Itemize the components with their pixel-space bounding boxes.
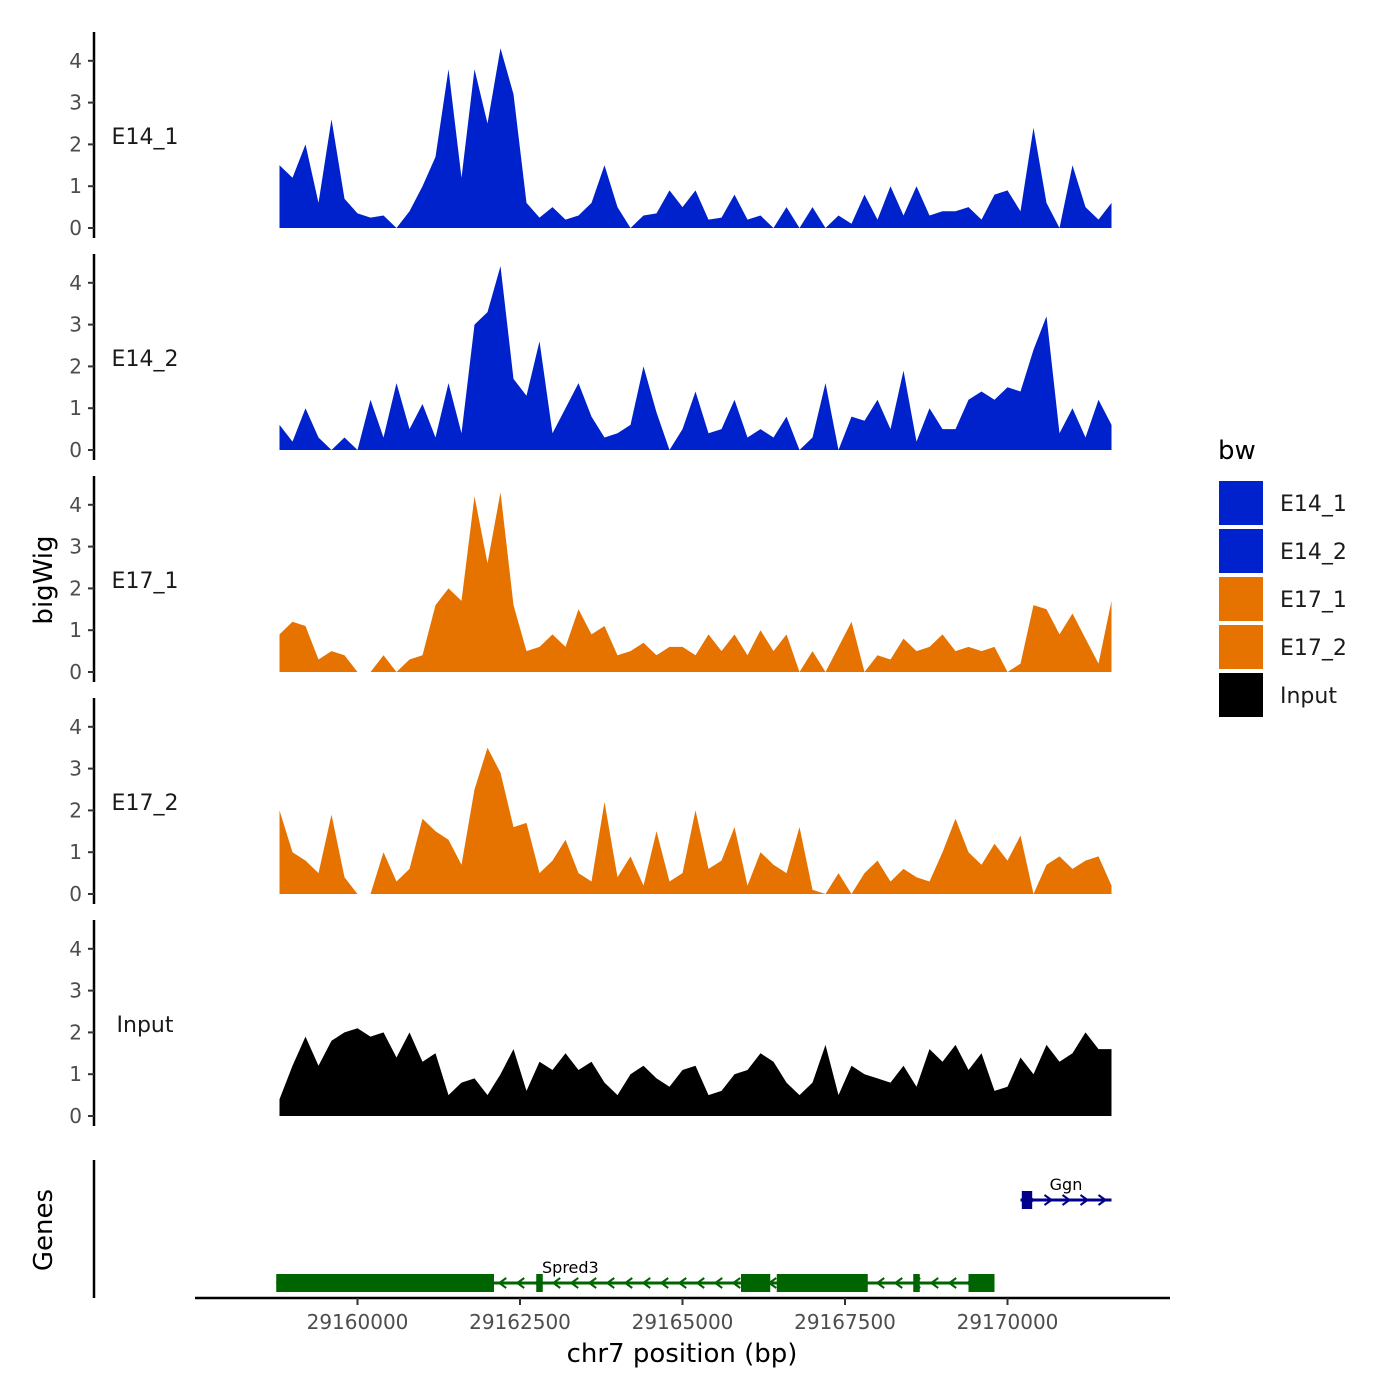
y-tick-label-input-1: 1 (69, 1062, 82, 1086)
legend-label-e14_2: E14_2 (1280, 540, 1347, 565)
strand-arrow-spred3 (623, 1277, 633, 1289)
strand-arrow-spred3 (893, 1277, 903, 1289)
y-axis-title: bigWig (29, 535, 59, 624)
legend-swatch-e14_2 (1219, 529, 1263, 573)
y-tick-label-e17_2-2: 2 (69, 798, 82, 822)
strand-arrow-spred3 (605, 1277, 615, 1289)
strand-arrow-spred3 (551, 1277, 561, 1289)
strand-arrow-ggn (1043, 1194, 1054, 1206)
x-tick-label-29167500: 29167500 (794, 1310, 896, 1334)
y-tick-label-e14_2-0: 0 (69, 438, 82, 462)
y-tick-label-e14_2-4: 4 (69, 271, 82, 295)
strand-arrow-spred3 (713, 1277, 723, 1289)
strand-arrow-spred3 (497, 1277, 507, 1289)
exon-spred3-2 (536, 1274, 543, 1292)
strand-arrow-ggn (1097, 1194, 1108, 1206)
strand-arrow-spred3 (875, 1277, 885, 1289)
y-tick-label-e14_2-1: 1 (69, 396, 82, 420)
y-tick-label-e17_1-0: 0 (69, 660, 82, 684)
strand-arrow-spred3 (929, 1277, 939, 1289)
gene-label-ggn: Ggn (1050, 1175, 1083, 1194)
exon-spred3-5 (913, 1274, 920, 1292)
coverage-area-e14_1 (279, 48, 1112, 228)
legend-swatch-e17_2 (1219, 625, 1263, 669)
legend-label-e17_2: E17_2 (1280, 636, 1347, 661)
strand-arrow-spred3 (677, 1277, 687, 1289)
strand-arrow-ggn (1061, 1194, 1072, 1206)
legend-label-e14_1: E14_1 (1280, 492, 1347, 517)
strand-arrow-spred3 (569, 1277, 579, 1289)
strand-arrow-spred3 (947, 1277, 957, 1289)
legend-label-e17_1: E17_1 (1280, 588, 1347, 613)
strand-arrow-spred3 (659, 1277, 669, 1289)
coverage-area-input (279, 1028, 1112, 1116)
y-tick-label-e14_1-1: 1 (69, 174, 82, 198)
y-tick-label-e17_2-1: 1 (69, 840, 82, 864)
x-tick-label-29165000: 29165000 (632, 1310, 734, 1334)
y-tick-label-e17_1-3: 3 (69, 535, 82, 559)
track-label-e14_2: E14_2 (112, 347, 179, 372)
track-label-e17_2: E17_2 (112, 791, 179, 816)
strand-arrow-spred3 (587, 1277, 597, 1289)
y-tick-label-e14_1-0: 0 (69, 216, 82, 240)
legend-label-input: Input (1280, 684, 1337, 709)
coverage-area-e14_2 (279, 266, 1112, 450)
exon-spred3-3 (741, 1274, 771, 1292)
genes-axis-title: Genes (29, 1189, 59, 1271)
strand-arrow-spred3 (731, 1277, 741, 1289)
exon-ggn-1 (1021, 1191, 1033, 1209)
y-tick-label-e14_1-2: 2 (69, 132, 82, 156)
strand-arrow-spred3 (641, 1277, 651, 1289)
y-tick-label-e14_1-4: 4 (69, 49, 82, 73)
legend-swatch-e14_1 (1219, 481, 1263, 525)
exon-spred3-6 (968, 1274, 995, 1292)
x-axis-title: chr7 position (bp) (567, 1339, 798, 1369)
gene-label-spred3: Spred3 (542, 1258, 599, 1277)
y-tick-label-input-2: 2 (69, 1020, 82, 1044)
y-tick-label-e14_1-3: 3 (69, 91, 82, 115)
track-label-input: Input (117, 1013, 174, 1038)
y-tick-label-e17_1-1: 1 (69, 618, 82, 642)
y-tick-label-e17_1-2: 2 (69, 576, 82, 600)
coverage-area-e17_2 (279, 747, 1112, 894)
strand-arrow-ggn (1079, 1194, 1090, 1206)
x-tick-label-29162500: 29162500 (469, 1310, 571, 1334)
strand-arrow-spred3 (695, 1277, 705, 1289)
track-label-e17_1: E17_1 (112, 569, 179, 594)
y-tick-label-input-3: 3 (69, 979, 82, 1003)
track-label-e14_1: E14_1 (112, 125, 179, 150)
coverage-area-e17_1 (279, 492, 1112, 672)
y-tick-label-input-4: 4 (69, 937, 82, 961)
y-tick-label-e14_2-2: 2 (69, 354, 82, 378)
y-tick-label-e14_2-3: 3 (69, 313, 82, 337)
y-tick-label-e17_2-4: 4 (69, 715, 82, 739)
legend-swatch-e17_1 (1219, 577, 1263, 621)
x-tick-label-29170000: 29170000 (957, 1310, 1059, 1334)
exon-spred3-4 (776, 1274, 868, 1292)
legend-title: bw (1218, 436, 1256, 466)
y-tick-label-input-0: 0 (69, 1104, 82, 1128)
y-tick-label-e17_2-3: 3 (69, 757, 82, 781)
y-tick-label-e17_2-0: 0 (69, 882, 82, 906)
y-tick-label-e17_1-4: 4 (69, 493, 82, 517)
exon-spred3-1 (276, 1274, 494, 1292)
x-tick-label-29160000: 29160000 (307, 1310, 409, 1334)
strand-arrow-spred3 (515, 1277, 525, 1289)
legend-swatch-input (1219, 673, 1263, 717)
